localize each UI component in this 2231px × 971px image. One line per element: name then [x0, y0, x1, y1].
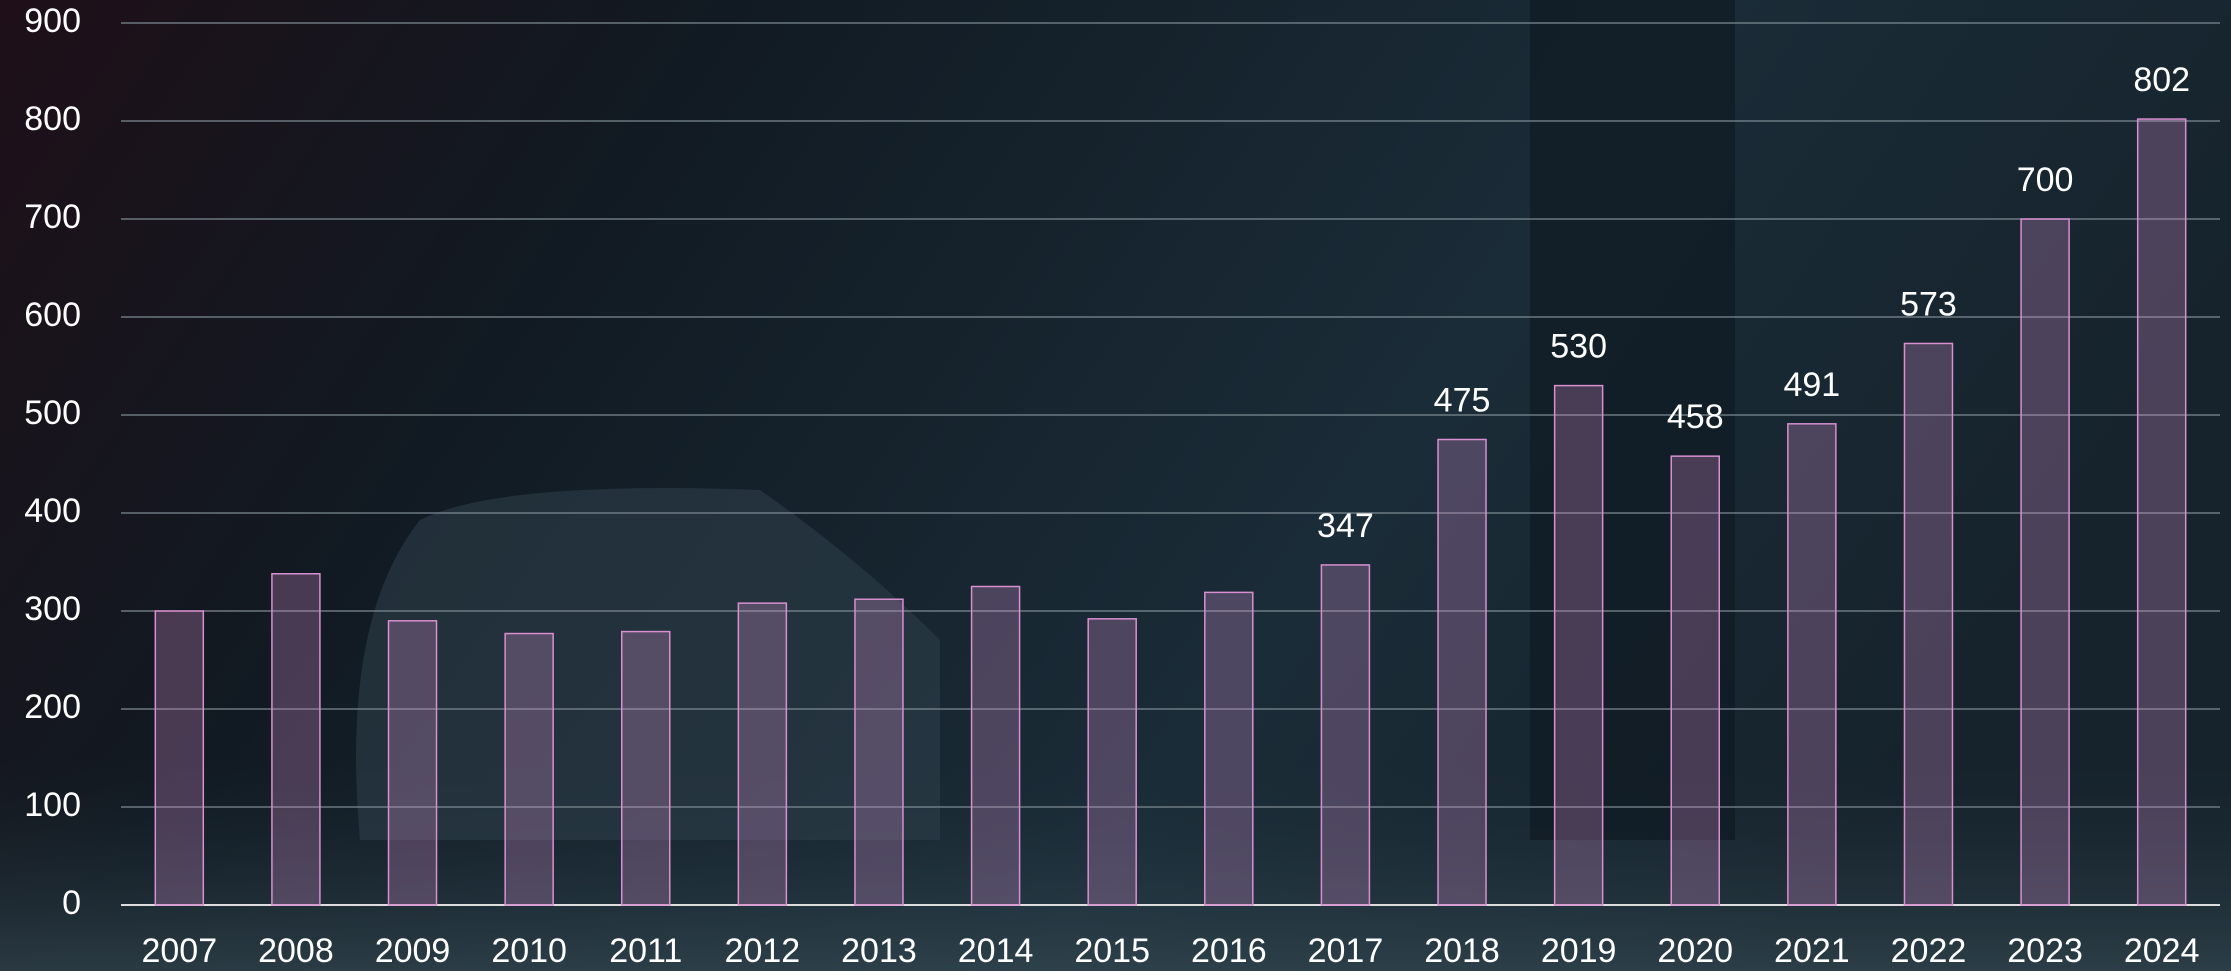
x-tick-label: 2021	[1774, 932, 1850, 970]
bar	[2138, 119, 2186, 905]
x-tick-label: 2020	[1657, 932, 1733, 970]
x-tick-label: 2024	[2124, 932, 2200, 970]
bar	[2021, 219, 2069, 905]
x-tick-label: 2010	[491, 932, 567, 970]
x-tick-label: 2007	[141, 932, 217, 970]
bar	[389, 621, 437, 905]
data-label: 458	[1667, 398, 1724, 436]
x-tick-label: 2013	[841, 932, 917, 970]
x-tick-label: 2018	[1424, 932, 1500, 970]
x-tick-label: 2015	[1074, 932, 1150, 970]
x-tick-label: 2019	[1541, 932, 1617, 970]
x-tick-label: 2014	[958, 932, 1034, 970]
bar	[505, 634, 553, 905]
bar	[1321, 565, 1369, 905]
bar	[272, 574, 320, 905]
bar	[1671, 456, 1719, 905]
bar	[855, 599, 903, 905]
x-tick-label: 2012	[725, 932, 801, 970]
y-tick-label: 400	[24, 492, 81, 530]
data-label: 802	[2133, 61, 2190, 99]
bar	[1438, 440, 1486, 906]
y-tick-label: 600	[24, 296, 81, 334]
x-tick-label: 2017	[1308, 932, 1384, 970]
y-tick-label: 200	[24, 688, 81, 726]
y-tick-label: 300	[24, 590, 81, 628]
bar	[1904, 343, 1952, 905]
chart: 0 100 200 300 400 500 600 700 800 900 2007 2008 2009…	[0, 0, 2231, 971]
bar	[1088, 619, 1136, 905]
bar	[1788, 424, 1836, 905]
bar	[622, 632, 670, 905]
y-tick-label: 900	[24, 2, 81, 40]
data-label: 475	[1434, 381, 1491, 419]
y-tick-label: 500	[24, 394, 81, 432]
x-tick-label: 2009	[375, 932, 451, 970]
data-label: 700	[2017, 161, 2074, 199]
data-label: 491	[1783, 366, 1840, 404]
y-tick-label: 700	[24, 198, 81, 236]
bar	[738, 603, 786, 905]
x-tick-label: 2016	[1191, 932, 1267, 970]
x-tick-label: 2023	[2007, 932, 2083, 970]
data-label: 347	[1317, 507, 1374, 545]
bar	[1205, 592, 1253, 905]
bar	[1555, 386, 1603, 905]
x-tick-label: 2008	[258, 932, 334, 970]
y-tick-label: 100	[24, 786, 81, 824]
data-label: 530	[1550, 328, 1607, 366]
y-tick-label: 0	[62, 884, 81, 922]
data-label: 573	[1900, 285, 1957, 323]
bar	[972, 587, 1020, 906]
x-tick-label: 2022	[1891, 932, 1967, 970]
bar	[155, 611, 203, 905]
page: 0 100 200 300 400 500 600 700 800 900 2007 2008 2009…	[0, 0, 2231, 971]
x-tick-label: 2011	[609, 932, 682, 970]
y-tick-label: 800	[24, 100, 81, 138]
